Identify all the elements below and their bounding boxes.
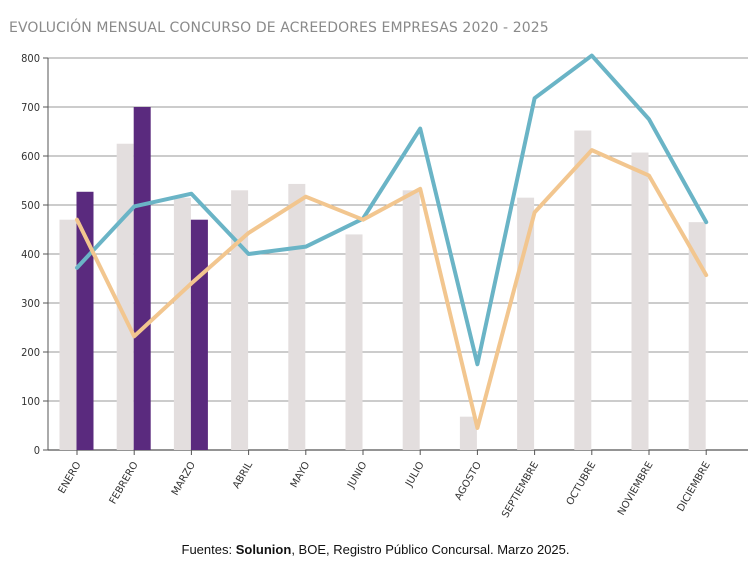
x-tick-label: SEPTIEMBRE — [500, 460, 541, 520]
lines — [75, 53, 709, 430]
bar-gray — [574, 130, 592, 450]
x-tick-label: DICIEMBRE — [675, 460, 712, 514]
x-tick-label: ENERO — [57, 460, 84, 496]
bar-purple — [76, 191, 94, 450]
bar-gray — [517, 197, 535, 450]
x-tick-label: NOVIEMBRE — [616, 460, 656, 518]
x-tick-label: OCTUBRE — [565, 460, 599, 507]
x-axis-ticks: ENERO FEBRERO MARZO ABRIL MAYO JUNIO JULIO AGOS… — [57, 450, 713, 520]
gridlines — [48, 57, 748, 451]
x-tick-label: JULIO — [403, 460, 426, 490]
line-orange — [75, 148, 709, 430]
bar-gray — [173, 197, 191, 450]
line-blue — [75, 53, 709, 367]
bar-gray — [459, 416, 477, 450]
bar-gray — [402, 190, 420, 451]
y-tick-label: 200 — [21, 346, 40, 359]
bar-gray — [688, 222, 706, 450]
y-tick-label: 700 — [21, 101, 40, 114]
y-tick-label: 400 — [21, 248, 40, 261]
x-tick-label: MAYO — [289, 460, 313, 490]
bar-gray — [116, 143, 134, 450]
footer-prefix: Fuentes: — [181, 542, 236, 557]
chart-title: EVOLUCIÓN MENSUAL CONCURSO DE ACREEDORES… — [9, 20, 549, 36]
y-axis-ticks: 0 100 200 300 400 500 600 700 800 — [21, 52, 49, 457]
y-tick-label: 0 — [34, 444, 40, 457]
y-tick-label: 100 — [21, 395, 40, 408]
bar-purple — [190, 219, 208, 450]
y-tick-label: 600 — [21, 150, 40, 163]
y-tick-label: 500 — [21, 199, 40, 212]
bar-gray — [59, 219, 77, 450]
footer-source: Fuentes: Solunion, BOE, Registro Público… — [0, 542, 751, 557]
footer-brand: Solunion — [235, 542, 292, 557]
x-tick-label: JUNIO — [345, 460, 369, 491]
bar-gray — [288, 183, 306, 450]
x-tick-label: AGOSTO — [453, 460, 484, 503]
chart-plot: 0 100 200 300 400 500 600 700 800 ENERO FEBRERO MA… — [21, 52, 748, 520]
x-tick-label: FEBRERO — [108, 460, 141, 506]
bar-gray — [345, 234, 363, 450]
y-tick-label: 800 — [21, 52, 40, 65]
bar-gray — [631, 152, 649, 450]
x-tick-label: ABRIL — [231, 460, 255, 491]
x-tick-label: MARZO — [170, 460, 198, 498]
bar-purple — [133, 107, 151, 450]
bar-gray — [231, 190, 249, 451]
y-tick-label: 300 — [21, 297, 40, 310]
footer-suffix: , BOE, Registro Público Concursal. Marzo… — [291, 542, 570, 557]
